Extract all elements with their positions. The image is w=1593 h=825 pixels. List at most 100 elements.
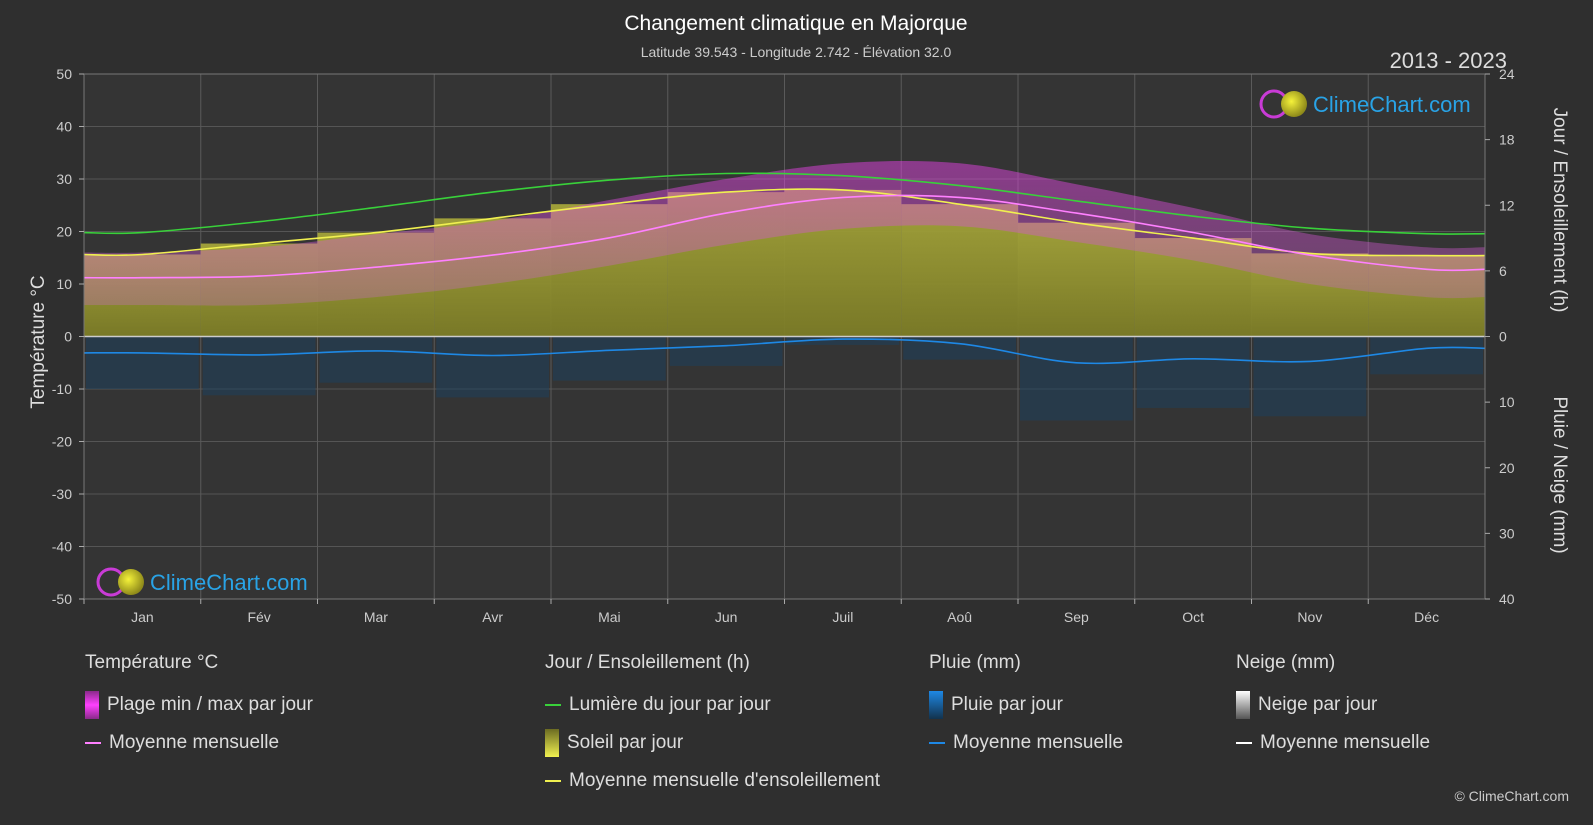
left-axis-title: Température °C [28,275,49,408]
left-tick-label: 20 [56,224,72,240]
legend-swatch-snow-mean [1236,742,1252,744]
right-top-tick-label: 18 [1499,132,1515,148]
left-tick-label: -40 [52,539,72,555]
right-bottom-tick-label: 10 [1499,394,1515,410]
left-tick-label: 30 [56,171,72,187]
legend-label: Lumière du jour par jour [569,694,771,715]
right-bottom-tick-label: 30 [1499,525,1515,541]
rain-mean-line [83,338,1486,365]
left-tick-label: 50 [56,66,72,82]
chart-marks [83,160,1486,421]
chart-title: Changement climatique en Majorque [624,12,967,35]
month-label: Déc [1414,609,1439,625]
month-label: Mai [598,609,621,625]
legend-temp-title: Température °C [85,652,219,673]
brand-text-top: ClimeChart.com [1313,92,1471,117]
legend-label: Moyenne mensuelle [109,732,280,753]
month-label: Oct [1182,609,1204,625]
month-label: Jan [131,609,154,625]
left-tick-label: 10 [56,276,72,292]
legend-swatch-sunshine [545,729,559,757]
legend-sun-title: Jour / Ensoleillement (h) [545,652,750,673]
legend-swatch-temp-mean [85,742,101,744]
right-axis-bottom-title: Pluie / Neige (mm) [1549,396,1570,553]
left-tick-label: -20 [52,434,72,450]
sunshine-mean-line [83,188,1486,257]
legend-temperature: Température °C Plage min / max par jour … [85,652,313,762]
month-label: Juil [832,609,853,625]
legend-snow-mean: Moyenne mensuelle [1236,724,1430,762]
brand-text-bottom: ClimeChart.com [150,570,308,595]
legend-label: Moyenne mensuelle d'ensoleillement [569,770,880,791]
legend-snow-title: Neige (mm) [1236,652,1336,673]
legend-swatch-rain-mean [929,742,945,744]
legend-sunshine-mean: Moyenne mensuelle d'ensoleillement [545,762,880,800]
rain-bar [1020,336,1133,421]
month-label: Fév [247,609,270,625]
legend-label: Moyenne mensuelle [1260,732,1431,753]
rain-bar [903,336,1016,360]
legend-rain-mean: Moyenne mensuelle [929,724,1123,762]
legend-label: Moyenne mensuelle [953,732,1124,753]
right-top-tick-label: 24 [1499,66,1515,82]
logo-ball-icon [118,569,144,595]
rain-bar [436,336,549,398]
legend-rain: Pluie (mm) Pluie par jour Moyenne mensue… [929,652,1123,762]
legend-swatch-snow [1236,691,1250,719]
legend-sunshine: Soleil par jour [545,724,880,762]
legend-rain-title: Pluie (mm) [929,652,1021,673]
month-label: Nov [1297,609,1322,625]
logo-ball-icon [1281,91,1307,117]
legend-label: Pluie par jour [951,694,1063,715]
rain-bar [319,336,433,383]
legend-swatch-rain [929,691,943,719]
rain-bar [1253,336,1367,417]
axes: 50 40 30 20 10 0 -10 -20 -30 -40 -50 24 18 12 6 0 10 20 30… [52,66,1515,625]
right-top-tick-label: 6 [1499,263,1507,279]
rain-bar [786,336,900,345]
rain-bar [553,336,666,381]
left-tick-label: 0 [64,329,72,345]
month-label: Avr [482,609,503,625]
legend-label: Neige par jour [1258,694,1378,715]
right-axis-top-title: Jour / Ensoleillement (h) [1549,108,1570,313]
month-label: Aoû [947,609,972,625]
rain-bar [669,336,783,366]
left-tick-label: 40 [56,119,72,135]
legend-swatch-daylight [545,704,561,706]
legend-swatch-sunshine-mean [545,780,561,782]
year-range: 2013 - 2023 [1390,48,1507,73]
legend-sun: Jour / Ensoleillement (h) Lumière du jou… [545,652,880,800]
legend-label: Soleil par jour [567,732,684,753]
month-label: Jun [715,609,738,625]
copyright: © ClimeChart.com [1454,788,1569,804]
legend-temp-mean: Moyenne mensuelle [85,724,313,762]
left-tick-label: -30 [52,486,72,502]
month-label: Mar [364,609,388,625]
temperature-mean-line [83,194,1486,279]
legend-swatch-temp-range [85,691,99,719]
chart-subtitle: Latitude 39.543 - Longitude 2.742 - Élév… [641,44,952,60]
rain-bar [1370,336,1483,375]
rain-bar [202,336,316,396]
brand-logo-bottom: ClimeChart.com [96,567,308,597]
right-top-tick-label: 0 [1499,329,1507,345]
daylight-line [83,172,1486,235]
left-tick-label: -10 [52,381,72,397]
brand-logo-top: ClimeChart.com [1259,89,1471,119]
right-bottom-tick-label: 40 [1499,591,1515,607]
legend-label: Plage min / max par jour [107,694,313,715]
left-tick-label: -50 [52,591,72,607]
month-label: Sep [1064,609,1089,625]
rain-bar [1136,336,1250,408]
rain-bar [86,336,199,389]
right-top-tick-label: 12 [1499,197,1515,213]
legend-snow: Neige (mm) Neige par jour Moyenne mensue… [1236,652,1430,762]
temperature-range-band [84,160,1485,306]
legend-daylight: Lumière du jour par jour [545,686,880,724]
legend-rain-daily: Pluie par jour [929,686,1123,724]
legend-snow-daily: Neige par jour [1236,686,1430,724]
right-bottom-tick-label: 20 [1499,460,1515,476]
legend-temp-range: Plage min / max par jour [85,686,313,724]
